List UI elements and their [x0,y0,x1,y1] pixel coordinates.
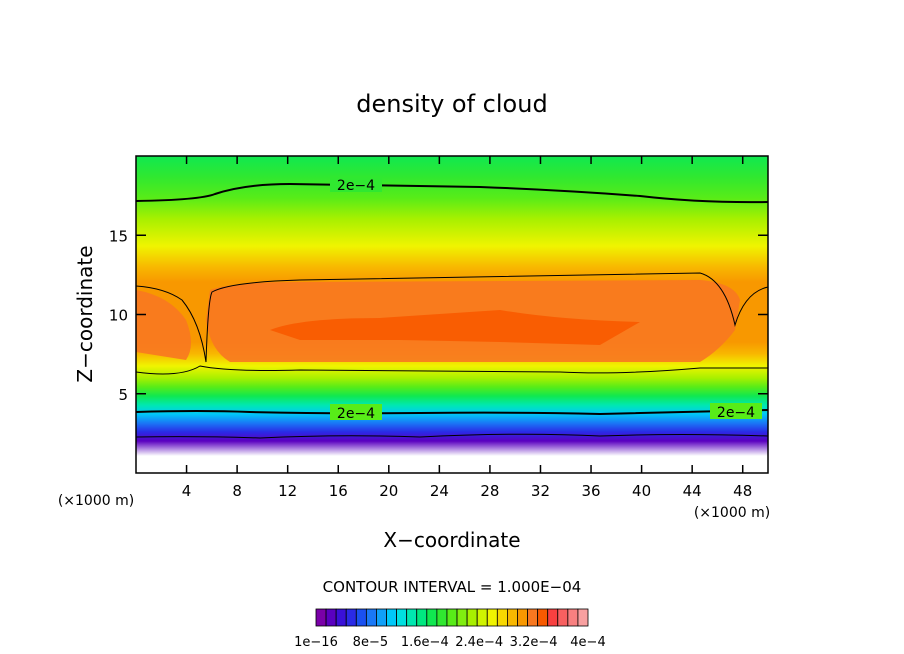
contour-label-2: 2e−4 [337,406,375,422]
colorbar-swatch [547,608,559,627]
y-axis: 5 10 15 [109,227,768,404]
left-core-region [136,290,191,360]
colorbar-swatch [426,608,438,627]
colorbar-swatch [537,608,549,627]
x-unit-right: (×1000 m) [694,505,770,521]
x-tick-label: 4 [182,482,192,500]
y-tick-label: 10 [109,307,128,325]
colorbar-swatch [577,608,589,627]
colorbar [315,608,589,627]
colorbar-swatch [416,608,428,627]
contour-label-bg-3 [710,403,762,419]
x-axis: 4 8 12 16 20 24 28 32 36 40 44 48 [182,156,752,500]
contour-label-bg-1 [330,176,382,192]
colorbar-swatch [446,608,458,627]
x-tick-label: 28 [480,482,499,500]
y-axis-label: Z−coordinate [73,245,97,382]
colorbar-swatch [345,608,357,627]
x-tick-label: 12 [278,482,297,500]
y-tick-label: 15 [109,227,128,245]
colorbar-label: 3.2e−4 [510,635,558,650]
y-tick-label: 5 [118,386,128,404]
x-tick-label: 40 [632,482,651,500]
colorbar-swatch [355,608,367,627]
x-tick-label: 32 [531,482,550,500]
contour-interval-text: CONTOUR INTERVAL = 1.000E−04 [323,578,582,596]
contour-upper-2e-4 [136,182,768,204]
contour-cloud-top [136,272,768,363]
x-tick-label: 16 [329,482,348,500]
x-tick-label: 20 [379,482,398,500]
contour-base [136,433,768,439]
colorbar-swatch [486,608,498,627]
plot-area: 2e−4 2e−4 2e−4 [136,156,768,473]
x-tick-label: 48 [733,482,752,500]
colorbar-swatch [456,608,468,627]
colorbar-swatch [557,608,569,627]
chart-title: density of cloud [356,90,547,118]
colorbar-swatch [567,608,579,627]
contour-label-bg-2 [330,404,382,420]
colorbar-swatch [527,608,539,627]
contour-lower-2e-4 [136,409,768,416]
colorbar-swatch [496,608,508,627]
contour-cloud-bottom [136,365,768,375]
colorbar-label: 4e−4 [570,635,605,650]
x-tick-label: 36 [581,482,600,500]
below-ground-area [136,456,768,473]
colorbar-label: 1e−16 [294,635,338,650]
colorbar-swatch [466,608,478,627]
colorbar-swatch [507,608,518,627]
colorbar-swatch [325,608,337,627]
colorbar-swatch [476,608,488,627]
x-tick-label: 44 [683,482,702,500]
colorbar-label: 1.6e−4 [401,635,449,650]
x-unit-left: (×1000 m) [58,493,134,509]
x-tick-label: 24 [430,482,449,500]
cloud-inner-region [270,310,640,345]
colorbar-labels: 1e−16 8e−5 1.6e−4 2.4e−4 3.2e−4 4e−4 [294,635,606,650]
colorbar-swatch [315,608,327,627]
contour-label-3: 2e−4 [717,405,755,421]
colorbar-swatch [365,608,377,627]
colorbar-label: 2.4e−4 [455,635,503,650]
x-tick-label: 8 [232,482,242,500]
colorbar-swatch [386,608,397,627]
colorbar-swatch [436,608,448,627]
colorbar-swatch [396,608,408,627]
x-axis-label: X−coordinate [383,528,520,552]
colorbar-swatch [335,608,347,627]
colorbar-swatch [406,608,418,627]
colorbar-label: 8e−5 [353,635,388,650]
colorbar-swatch [376,608,387,627]
colorbar-swatch [517,608,528,627]
contour-label-1: 2e−4 [337,178,375,194]
